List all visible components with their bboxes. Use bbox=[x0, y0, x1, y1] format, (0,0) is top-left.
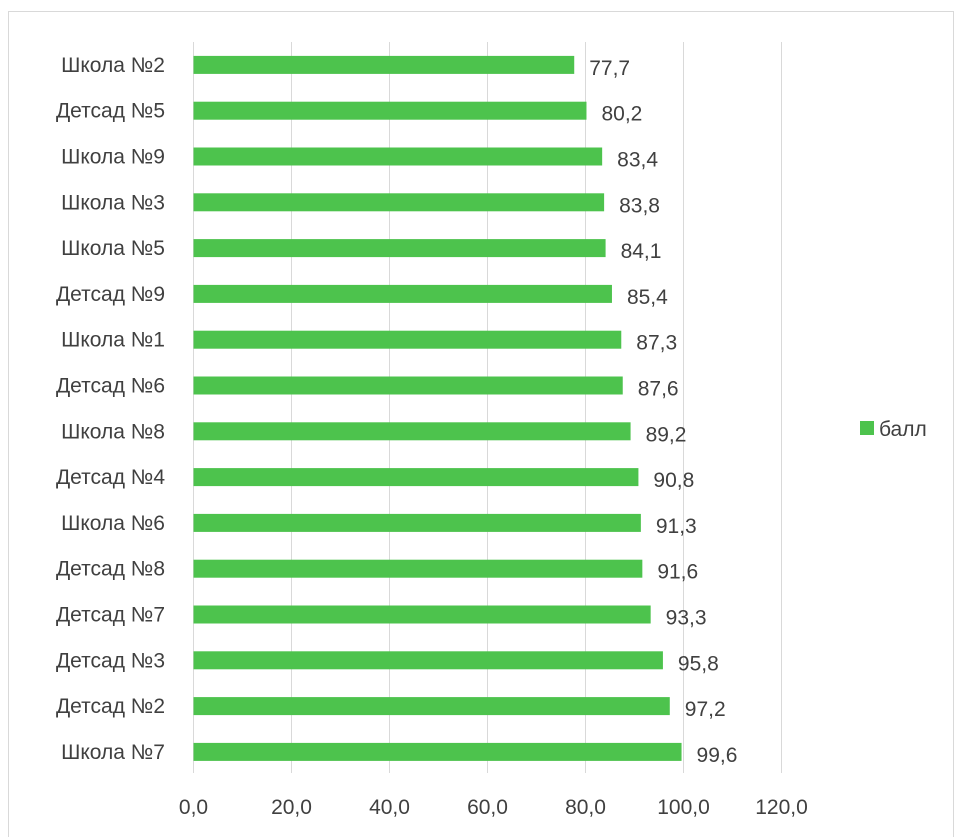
bar bbox=[193, 239, 606, 258]
category-label: Детсад №7 bbox=[56, 604, 165, 627]
bar bbox=[193, 742, 682, 761]
category-label: Детсад №3 bbox=[56, 649, 165, 672]
category-label: Школа №8 bbox=[61, 420, 165, 443]
legend-label: балл bbox=[879, 418, 927, 441]
data-label: 87,6 bbox=[638, 378, 679, 401]
data-label: 85,4 bbox=[627, 286, 668, 309]
category-label: Школа №6 bbox=[61, 512, 165, 535]
chart-area bbox=[8, 11, 954, 837]
x-tick-label: 0,0 bbox=[179, 796, 208, 819]
bar bbox=[193, 422, 631, 441]
category-label: Детсад №8 bbox=[56, 558, 165, 581]
data-label: 89,2 bbox=[646, 423, 687, 446]
data-label: 95,8 bbox=[678, 652, 719, 675]
category-label: Детсад №2 bbox=[56, 695, 165, 718]
bar bbox=[193, 513, 641, 532]
x-tick-label: 40,0 bbox=[369, 796, 410, 819]
category-label: Детсад №4 bbox=[56, 466, 165, 489]
x-tick-label: 100,0 bbox=[657, 796, 710, 819]
bars bbox=[193, 55, 682, 761]
legend: балл bbox=[860, 418, 927, 441]
data-label: 83,4 bbox=[617, 149, 658, 172]
data-label: 87,3 bbox=[636, 332, 677, 355]
data-label: 91,3 bbox=[656, 515, 697, 538]
bar bbox=[193, 55, 575, 74]
data-label: 99,6 bbox=[697, 744, 738, 767]
category-label: Школа №3 bbox=[61, 191, 165, 214]
category-label: Школа №2 bbox=[61, 54, 165, 77]
bar bbox=[193, 193, 605, 212]
x-tick-label: 80,0 bbox=[565, 796, 606, 819]
x-tick-label: 60,0 bbox=[467, 796, 508, 819]
data-label: 84,1 bbox=[621, 240, 662, 263]
data-label: 90,8 bbox=[653, 469, 694, 492]
data-label: 80,2 bbox=[601, 103, 642, 126]
bar bbox=[193, 376, 623, 395]
bar bbox=[193, 468, 639, 487]
data-label: 77,7 bbox=[589, 57, 630, 80]
bar bbox=[193, 697, 670, 716]
category-label: Детсад №6 bbox=[56, 375, 165, 398]
category-label: Школа №7 bbox=[61, 741, 165, 764]
labels: 0,0 20,0 40,0 60,0 80,0 100,0 120,0 Школа №2 77,… bbox=[56, 54, 808, 819]
category-label: Школа №1 bbox=[61, 329, 165, 352]
data-label: 91,6 bbox=[657, 561, 698, 584]
data-label: 93,3 bbox=[666, 607, 707, 630]
category-label: Школа №5 bbox=[61, 237, 165, 260]
bar bbox=[193, 284, 612, 303]
data-label: 83,8 bbox=[619, 194, 660, 217]
category-label: Детсад №5 bbox=[56, 100, 165, 123]
bar bbox=[193, 147, 603, 166]
bar bbox=[193, 605, 651, 624]
category-label: Школа №9 bbox=[61, 146, 165, 169]
data-label: 97,2 bbox=[685, 698, 726, 721]
category-label: Детсад №9 bbox=[56, 283, 165, 306]
x-tick-label: 20,0 bbox=[271, 796, 312, 819]
bar bbox=[193, 651, 663, 670]
bar bbox=[193, 101, 587, 120]
bar bbox=[193, 330, 622, 349]
bar bbox=[193, 559, 643, 578]
legend-swatch bbox=[860, 421, 874, 435]
x-tick-label: 120,0 bbox=[755, 796, 808, 819]
